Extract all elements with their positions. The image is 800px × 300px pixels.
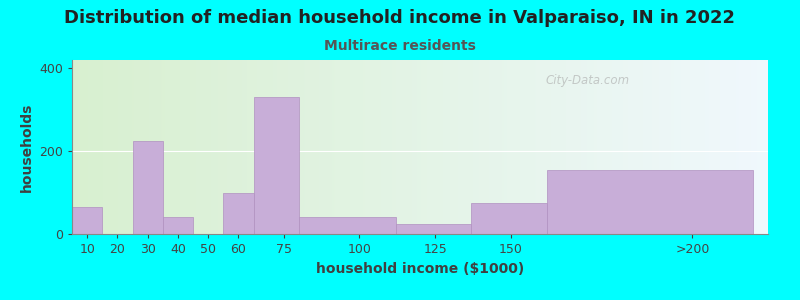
Bar xyxy=(299,218,396,234)
Y-axis label: households: households xyxy=(19,102,34,192)
Bar xyxy=(133,141,162,234)
Bar xyxy=(162,217,193,234)
Bar xyxy=(72,207,102,234)
Text: City-Data.com: City-Data.com xyxy=(546,74,630,87)
Bar xyxy=(396,224,471,234)
Text: Multirace residents: Multirace residents xyxy=(324,39,476,53)
Bar xyxy=(223,193,254,234)
Bar xyxy=(547,170,753,234)
Text: Distribution of median household income in Valparaiso, IN in 2022: Distribution of median household income … xyxy=(65,9,735,27)
Bar xyxy=(471,203,547,234)
X-axis label: household income ($1000): household income ($1000) xyxy=(316,262,524,276)
Bar xyxy=(254,97,299,234)
